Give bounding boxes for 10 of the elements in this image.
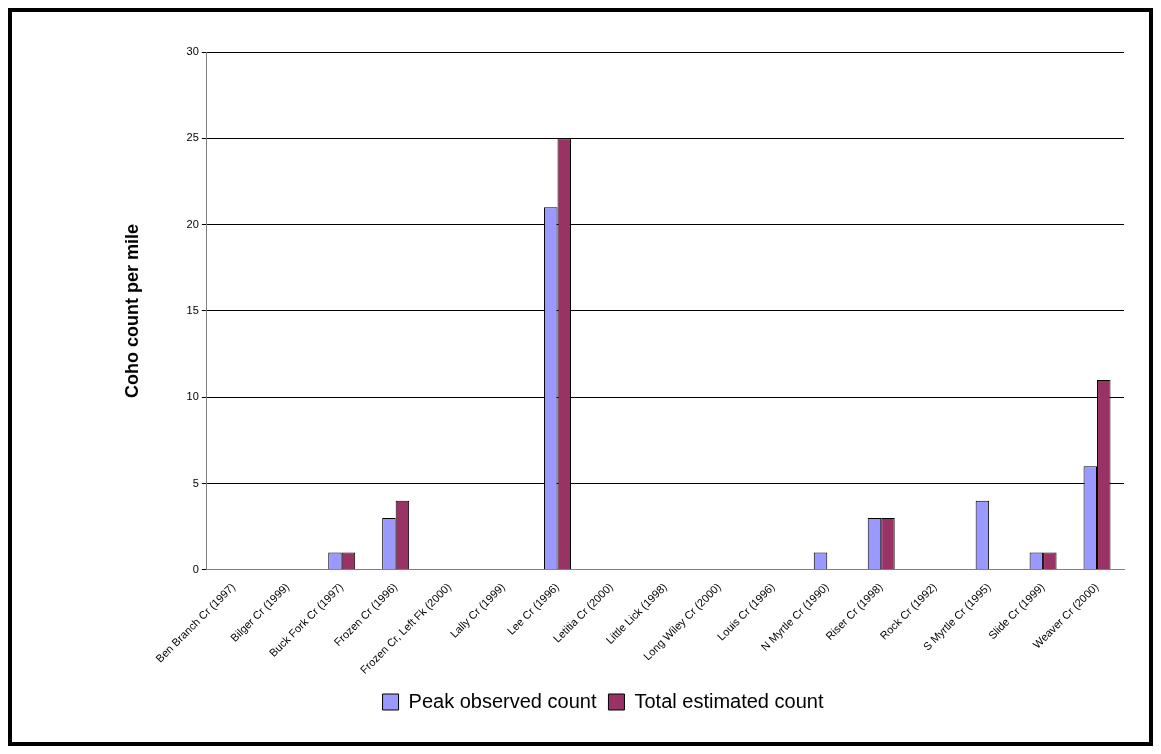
y-tick-label: 0 <box>192 562 199 575</box>
y-tick-label: 15 <box>186 303 199 316</box>
y-tick-label: 30 <box>186 45 199 58</box>
legend-label: Total estimated count <box>634 689 824 712</box>
y-axis-title: Coho count per mile <box>121 223 142 398</box>
legend-label: Peak observed count <box>408 689 597 712</box>
y-tick-label: 20 <box>186 217 199 230</box>
y-tick-label: 10 <box>186 390 199 403</box>
y-tick-label: 25 <box>186 131 199 144</box>
y-tick-label: 5 <box>192 476 199 489</box>
